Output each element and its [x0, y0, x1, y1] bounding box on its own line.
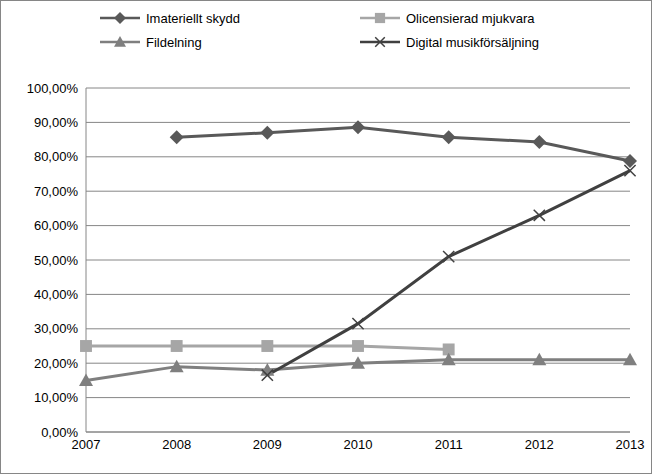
- svg-text:30,00%: 30,00%: [34, 321, 79, 336]
- svg-text:90,00%: 90,00%: [34, 115, 79, 130]
- svg-text:2009: 2009: [253, 437, 282, 452]
- svg-text:0,00%: 0,00%: [41, 425, 78, 440]
- svg-text:40,00%: 40,00%: [34, 287, 79, 302]
- svg-text:50,00%: 50,00%: [34, 253, 79, 268]
- svg-text:20,00%: 20,00%: [34, 356, 79, 371]
- svg-text:2010: 2010: [344, 437, 373, 452]
- svg-text:100,00%: 100,00%: [27, 81, 79, 96]
- svg-text:10,00%: 10,00%: [34, 390, 79, 405]
- svg-text:70,00%: 70,00%: [34, 184, 79, 199]
- html-text:Digital musikförsäljning: Digital musikförsäljning: [406, 34, 539, 50]
- html-text:Imateriellt skydd: Imateriellt skydd: [146, 10, 240, 26]
- svg-text:80,00%: 80,00%: [34, 149, 79, 164]
- svg-text:2008: 2008: [162, 437, 191, 452]
- svg-text:60,00%: 60,00%: [34, 218, 79, 233]
- svg-text:2007: 2007: [71, 437, 101, 453]
- html-text:Olicensierad mjukvara: Olicensierad mjukvara: [406, 10, 535, 26]
- svg-text:2012: 2012: [525, 437, 554, 452]
- svg-text:2013: 2013: [616, 437, 644, 452]
- html-text:Fildelning: Fildelning: [146, 34, 202, 50]
- svg-text:2011: 2011: [435, 437, 463, 452]
